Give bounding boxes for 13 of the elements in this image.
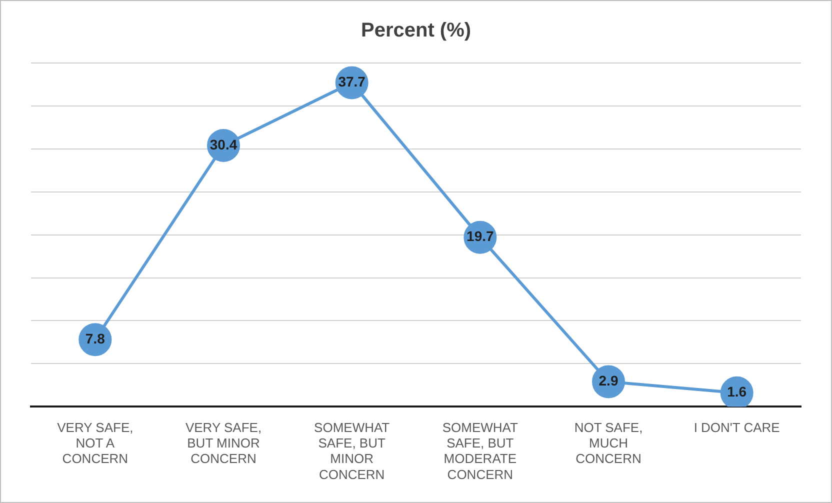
data-label: 7.8 xyxy=(85,330,106,346)
data-label: 1.6 xyxy=(727,384,747,400)
x-tick-label: VERY SAFE, NOT A CONCERN xyxy=(57,420,134,466)
chart-title: Percent (%) xyxy=(360,20,472,42)
x-tick-label: SOMEWHAT SAFE, BUT MODERATE CONCERN xyxy=(442,420,518,482)
data-label: 19.7 xyxy=(466,228,494,244)
x-tick-label: SOMEWHAT SAFE, BUT MINOR CONCERN xyxy=(314,420,390,482)
x-tick-label: VERY SAFE, BUT MINOR CONCERN xyxy=(185,420,262,466)
x-tick-label: NOT SAFE, MUCH CONCERN xyxy=(574,420,643,466)
data-label: 30.4 xyxy=(210,136,238,152)
data-label: 37.7 xyxy=(338,74,366,90)
x-tick-label: I DON'T CARE xyxy=(694,420,780,435)
data-label: 2.9 xyxy=(598,372,618,389)
